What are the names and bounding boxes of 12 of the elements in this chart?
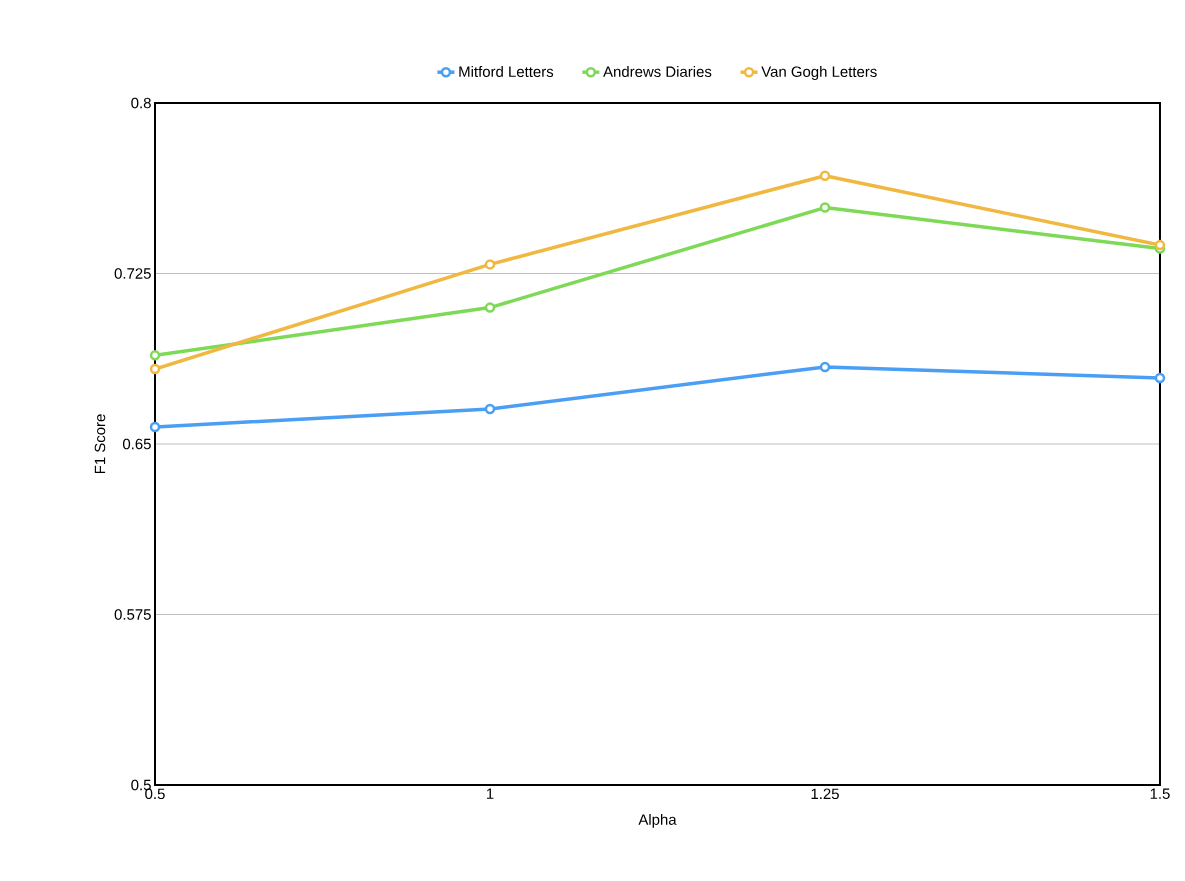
x-tick-label: 1.5: [1150, 788, 1170, 799]
x-axis-title: Alpha: [638, 813, 677, 828]
y-tick-label: 0.8: [131, 97, 151, 109]
y-tick-label: 0.725: [114, 268, 151, 279]
legend-label: Andrews Diaries: [603, 66, 712, 77]
legend-label: Van Gogh Letters: [761, 66, 877, 80]
x-tick-label: 1: [486, 788, 494, 799]
legend-label: Mitford Letters: [459, 66, 554, 77]
x-tick-label: 1.25: [811, 788, 839, 800]
y-axis-title: F1 Score: [94, 414, 106, 474]
y-tick-label: 0.575: [114, 609, 151, 620]
y-tick-label: 0.65: [122, 438, 151, 450]
